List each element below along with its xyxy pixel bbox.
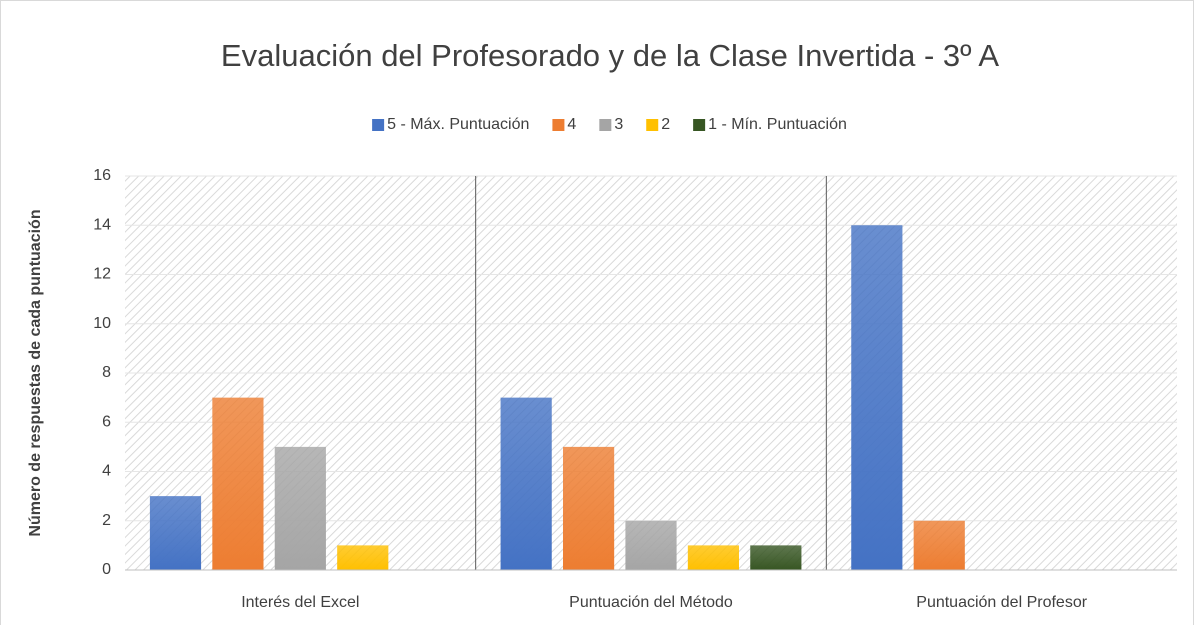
- y-tick-label: 4: [102, 463, 111, 480]
- y-tick-label: 2: [102, 512, 111, 529]
- y-axis-title: Número de respuestas de cada puntuación: [27, 209, 44, 536]
- bar: [913, 520, 965, 570]
- y-tick-label: 10: [93, 315, 111, 332]
- bar: [562, 446, 615, 570]
- legend-label: 1 - Mín. Puntuación: [708, 116, 847, 133]
- y-tick-label: 16: [93, 167, 111, 184]
- chart-title: Evaluación del Profesorado y de la Clase…: [221, 38, 999, 73]
- bar: [274, 446, 326, 570]
- legend-swatch: [646, 119, 659, 131]
- legend-swatch: [599, 119, 612, 131]
- legend-swatch: [693, 119, 706, 131]
- bar: [337, 545, 389, 570]
- legend-swatch: [372, 119, 385, 131]
- legend-label: 4: [567, 116, 576, 133]
- y-tick-label: 6: [102, 413, 111, 430]
- legend-label: 3: [614, 116, 623, 133]
- y-tick-label: 8: [102, 364, 111, 381]
- bar: [687, 545, 740, 570]
- bar: [500, 397, 552, 570]
- x-tick-label: Puntuación del Profesor: [916, 594, 1087, 611]
- bar: [149, 496, 202, 570]
- bar: [750, 545, 802, 570]
- bar: [212, 397, 264, 570]
- bar: [851, 225, 903, 570]
- y-tick-label: 14: [93, 216, 111, 233]
- x-tick-label: Puntuación del Método: [569, 594, 733, 611]
- y-tick-label: 12: [93, 266, 111, 283]
- legend-label: 2: [661, 116, 670, 133]
- x-tick-label: Interés del Excel: [241, 594, 359, 611]
- legend-swatch: [552, 119, 565, 131]
- legend-label: 5 - Máx. Puntuación: [387, 116, 529, 133]
- bar: [625, 520, 677, 570]
- y-tick-label: 0: [102, 561, 111, 578]
